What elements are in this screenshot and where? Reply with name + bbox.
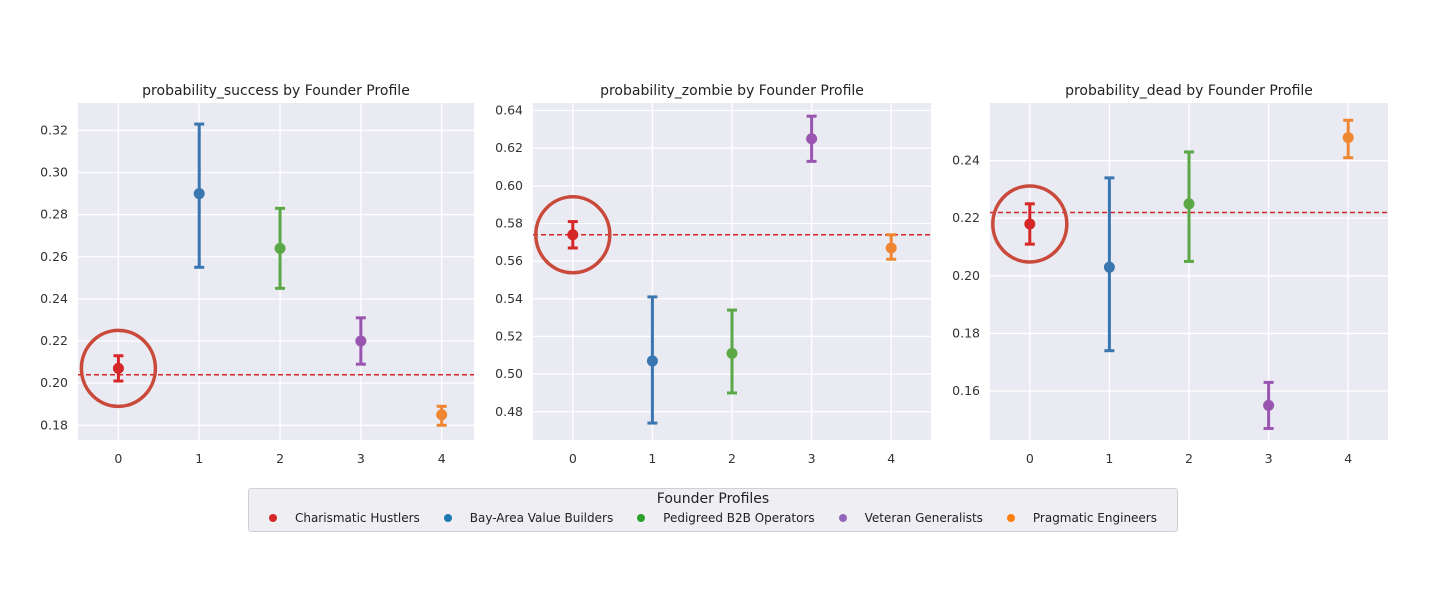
legend-entry: Pragmatic Engineers xyxy=(1006,511,1157,525)
y-tick-label: 0.26 xyxy=(40,249,68,264)
y-tick-label: 0.24 xyxy=(40,291,68,306)
y-tick-label: 0.22 xyxy=(40,333,68,348)
x-tick-label: 1 xyxy=(648,451,656,466)
data-point xyxy=(112,362,124,374)
x-tick-label: 3 xyxy=(808,451,816,466)
legend-entry: Bay-Area Value Builders xyxy=(443,511,614,525)
chart-title: probability_success by Founder Profile xyxy=(142,83,410,99)
legend-label: Pragmatic Engineers xyxy=(1032,511,1157,525)
data-point xyxy=(355,335,367,347)
x-tick-label: 2 xyxy=(276,451,284,466)
legend-entry: Pedigreed B2B Operators xyxy=(637,511,815,525)
legend-title: Founder Profiles xyxy=(656,491,770,507)
legend-marker xyxy=(268,514,277,522)
x-tick-label: 2 xyxy=(1185,451,1193,466)
legend-marker xyxy=(637,514,646,522)
y-tick-label: 0.28 xyxy=(40,207,68,222)
x-tick-label: 4 xyxy=(887,451,895,466)
x-tick-label: 4 xyxy=(438,451,446,466)
data-point xyxy=(1342,132,1354,144)
x-tick-label: 0 xyxy=(569,451,577,466)
y-tick-label: 0.60 xyxy=(495,178,523,193)
chart-title: probability_dead by Founder Profile xyxy=(1065,83,1313,99)
legend-label: Pedigreed B2B Operators xyxy=(663,511,815,525)
legend-label: Charismatic Hustlers xyxy=(294,511,420,525)
x-tick-label: 0 xyxy=(114,451,122,466)
legend-marker xyxy=(1006,514,1015,522)
highlight-circle xyxy=(991,184,1069,264)
data-point xyxy=(1103,261,1115,273)
data-point xyxy=(806,133,818,145)
data-point xyxy=(1183,198,1195,210)
x-tick-label: 4 xyxy=(1344,451,1352,466)
y-tick-label: 0.20 xyxy=(952,268,980,283)
y-tick-label: 0.20 xyxy=(40,375,68,390)
data-point xyxy=(436,409,448,421)
chart-title: probability_zombie by Founder Profile xyxy=(600,83,864,99)
legend: Founder Profiles Charismatic Hustlers Ba… xyxy=(248,488,1178,532)
y-tick-label: 0.48 xyxy=(495,404,523,419)
highlight-circle xyxy=(79,328,158,409)
x-tick-label: 3 xyxy=(357,451,365,466)
x-tick-label: 3 xyxy=(1265,451,1273,466)
legend-entry: Veteran Generalists xyxy=(838,511,983,525)
y-tick-label: 0.52 xyxy=(495,328,523,343)
legend-entry: Charismatic Hustlers xyxy=(268,511,420,525)
x-tick-label: 1 xyxy=(1105,451,1113,466)
data-point xyxy=(885,242,897,254)
data-point xyxy=(1024,218,1036,230)
y-tick-label: 0.54 xyxy=(495,291,523,306)
y-tick-label: 0.50 xyxy=(495,366,523,381)
legend-label: Bay-Area Value Builders xyxy=(469,511,614,525)
y-tick-label: 0.58 xyxy=(495,215,523,230)
data-point xyxy=(193,188,205,200)
legend-marker xyxy=(838,514,847,522)
y-tick-label: 0.32 xyxy=(40,122,68,137)
legend-items: Charismatic Hustlers Bay-Area Value Buil… xyxy=(249,511,1177,525)
data-point xyxy=(567,229,579,241)
plot-area xyxy=(78,103,474,440)
x-tick-label: 2 xyxy=(728,451,736,466)
y-tick-label: 0.18 xyxy=(40,417,68,432)
highlight-circle xyxy=(534,195,612,275)
data-point xyxy=(726,347,738,359)
data-point xyxy=(274,242,286,254)
y-tick-label: 0.24 xyxy=(952,153,980,168)
x-tick-label: 1 xyxy=(195,451,203,466)
x-tick-label: 0 xyxy=(1026,451,1034,466)
data-point xyxy=(1263,399,1275,411)
legend-marker xyxy=(443,514,452,522)
y-tick-label: 0.16 xyxy=(952,383,980,398)
y-tick-label: 0.22 xyxy=(952,210,980,225)
data-point xyxy=(646,355,658,367)
y-tick-label: 0.64 xyxy=(495,103,523,118)
y-tick-label: 0.30 xyxy=(40,165,68,180)
y-tick-label: 0.56 xyxy=(495,253,523,268)
y-tick-label: 0.62 xyxy=(495,140,523,155)
legend-label: Veteran Generalists xyxy=(864,511,983,525)
y-tick-label: 0.18 xyxy=(952,325,980,340)
